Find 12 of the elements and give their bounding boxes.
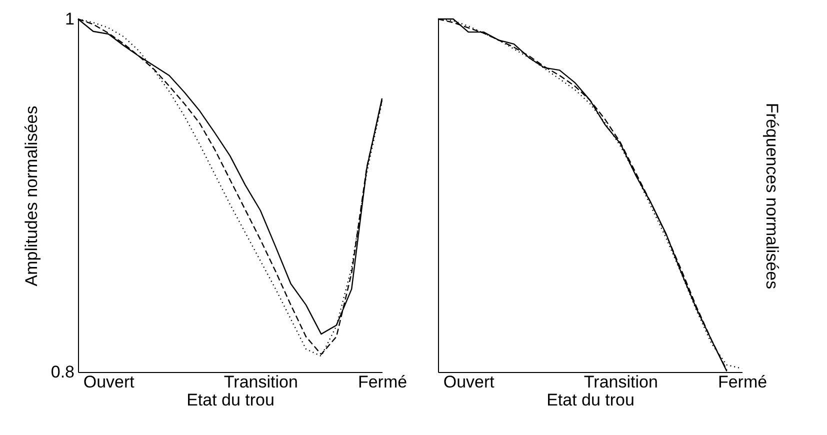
x-tick-label: Fermé: [358, 372, 408, 392]
x-tick-label: Transition: [584, 372, 658, 392]
x-tick-label: Fermé: [718, 372, 768, 392]
y-axis-title: Amplitudes normalisées: [22, 106, 41, 286]
y-tick-label: 1: [65, 10, 74, 28]
x-tick-label: Ouvert: [443, 372, 495, 392]
x-axis-title: Etat du trou: [186, 390, 274, 410]
x-tick-label: Transition: [224, 372, 298, 392]
y-axis-title: Fréquences normalisées: [762, 102, 782, 290]
y-tick-label: 0.8: [50, 362, 74, 382]
x-tick-label: Ouvert: [83, 372, 135, 392]
x-axis-title: Etat du trou: [546, 390, 634, 410]
